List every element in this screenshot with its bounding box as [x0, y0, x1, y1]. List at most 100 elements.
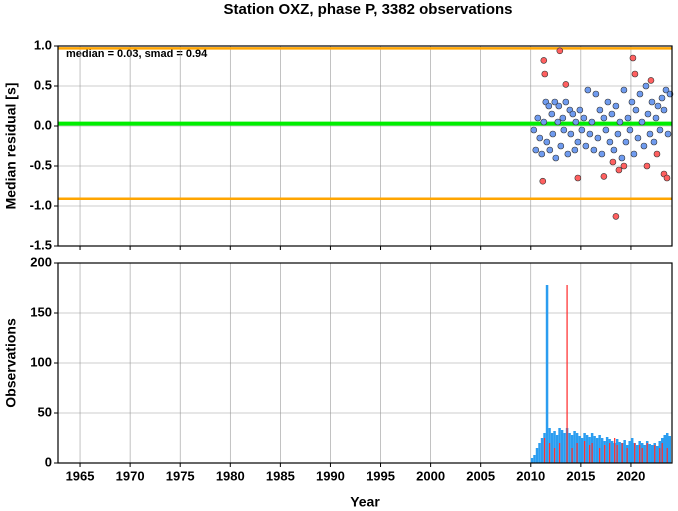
x-tick-label: 1990: [316, 468, 345, 483]
bar: [650, 445, 654, 463]
data-point: [650, 138, 658, 146]
bar: [668, 436, 671, 463]
x-tick-label: 1995: [366, 468, 395, 483]
data-point: [584, 86, 592, 94]
bar: [600, 438, 604, 463]
bar: [626, 448, 628, 463]
data-point: [631, 70, 639, 78]
data-point: [614, 130, 622, 138]
data-point: [622, 138, 630, 146]
bar: [628, 441, 631, 463]
data-point: [604, 98, 612, 106]
data-point: [540, 118, 548, 126]
data-point: [636, 90, 644, 98]
data-point: [610, 146, 618, 154]
bar: [663, 435, 666, 463]
bar: [643, 445, 646, 463]
x-tick-label: 1965: [66, 468, 95, 483]
data-point: [602, 126, 610, 134]
data-point: [543, 138, 551, 146]
bar: [614, 438, 616, 463]
data-point: [626, 126, 634, 134]
data-point: [576, 106, 584, 114]
data-point: [569, 110, 577, 118]
data-point: [530, 126, 538, 134]
data-point: [580, 114, 588, 122]
data-point: [552, 154, 560, 162]
bar: [609, 443, 611, 463]
bar: [605, 437, 609, 463]
annotation: median = 0.03, smad = 0.94: [66, 48, 208, 60]
data-point: [548, 110, 556, 118]
data-point: [653, 150, 661, 158]
data-point: [663, 174, 671, 182]
bar: [634, 443, 636, 463]
bar: [573, 431, 576, 463]
bar: [566, 285, 568, 463]
bar: [659, 448, 661, 463]
data-point: [658, 94, 666, 102]
data-point: [609, 158, 617, 166]
bar: [578, 436, 581, 463]
data-point: [608, 110, 616, 118]
data-point: [534, 114, 542, 122]
bar: [588, 445, 591, 463]
bar: [599, 448, 601, 463]
y-tick-label: -1.0: [30, 197, 52, 212]
bar: [568, 433, 571, 463]
y-tick-label: 200: [30, 254, 52, 269]
x-tick-label: 1975: [166, 468, 195, 483]
data-point: [660, 106, 668, 114]
data-point: [572, 118, 580, 126]
bar: [595, 438, 599, 463]
data-point: [600, 173, 608, 180]
bar: [533, 455, 536, 463]
data-point: [574, 138, 582, 146]
data-point: [562, 81, 570, 88]
bar: [604, 445, 606, 463]
bar: [550, 433, 554, 463]
y-tick-label: -0.5: [30, 157, 52, 172]
data-point: [596, 106, 604, 114]
bar: [560, 430, 564, 463]
data-point: [557, 142, 565, 150]
bar: [616, 445, 618, 463]
x-tick-label: 1970: [116, 468, 145, 483]
y-tick-label: 100: [30, 354, 52, 369]
chart-title: Station OXZ, phase P, 3382 observations: [224, 1, 513, 18]
data-point: [644, 110, 652, 118]
bar: [648, 444, 651, 463]
y-tick-label: 0: [45, 454, 52, 469]
x-tick-label: 2005: [466, 468, 495, 483]
data-point: [624, 114, 632, 122]
data-point: [541, 70, 549, 78]
data-point: [652, 114, 660, 122]
data-point: [539, 177, 547, 185]
data-point: [620, 162, 628, 170]
data-point: [588, 118, 596, 126]
bar: [635, 445, 639, 463]
data-point: [656, 126, 664, 134]
data-point: [618, 154, 626, 162]
data-point: [562, 98, 570, 106]
data-point: [538, 150, 546, 158]
data-point: [567, 130, 575, 138]
bar: [553, 431, 556, 463]
data-point: [662, 86, 670, 94]
data-point: [559, 114, 567, 122]
data-point: [555, 102, 563, 110]
bar: [654, 445, 656, 463]
data-point: [592, 90, 600, 98]
y-tick-label: 1.0: [34, 37, 52, 52]
data-point: [620, 86, 628, 94]
bar: [530, 458, 534, 463]
data-point: [628, 98, 636, 106]
data-point: [582, 142, 590, 150]
data-point: [594, 134, 602, 142]
y-tick-label: -1.5: [30, 237, 52, 252]
bar: [639, 445, 641, 463]
data-point: [616, 118, 624, 126]
x-tick-label: 2020: [616, 468, 645, 483]
plot-frame: [57, 45, 673, 247]
